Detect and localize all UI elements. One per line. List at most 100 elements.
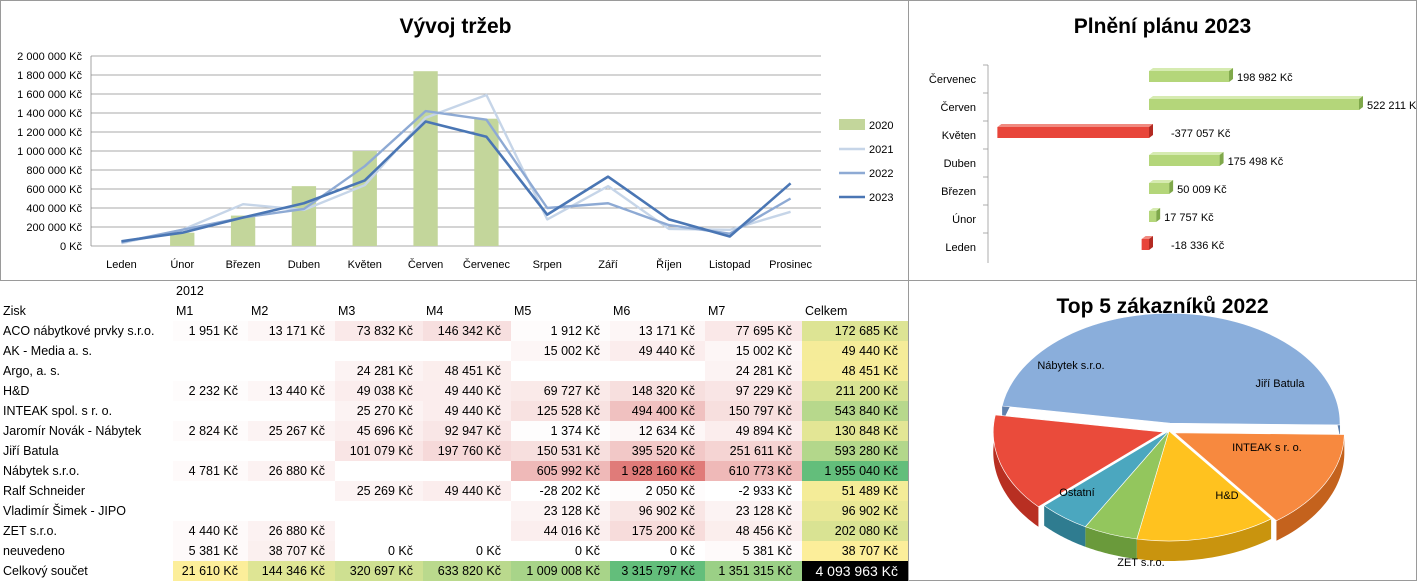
value-cell bbox=[173, 361, 248, 381]
column-header: M6 bbox=[613, 304, 631, 318]
y-tick-label: 2 000 000 Kč bbox=[17, 51, 82, 63]
y-tick-label: 0 Kč bbox=[60, 241, 83, 253]
value-cell bbox=[248, 481, 335, 501]
value-cell: 125 528 Kč bbox=[511, 401, 610, 421]
plan-bar-top bbox=[1149, 96, 1363, 99]
x-tick-label: Listopad bbox=[709, 259, 751, 271]
column-header: M5 bbox=[514, 304, 532, 318]
x-tick-label: Únor bbox=[170, 258, 194, 271]
plan-chart-panel[interactable]: Plnění plánu 2023 Červenec 198 982 Kč Červ… bbox=[908, 0, 1417, 281]
plan-category-label: Leden bbox=[945, 242, 976, 254]
x-tick-label: Prosinec bbox=[769, 259, 812, 271]
grand-total-cell: 4 093 963 Kč bbox=[802, 561, 908, 581]
legend-label: 2023 bbox=[869, 192, 893, 204]
plan-bar bbox=[1141, 239, 1149, 250]
total-cell: 172 685 Kč bbox=[802, 321, 908, 341]
value-cell: 23 128 Kč bbox=[705, 501, 802, 521]
value-cell bbox=[248, 361, 335, 381]
column-header: M7 bbox=[708, 304, 726, 318]
corner-label: Zisk bbox=[3, 304, 26, 318]
column-header: M3 bbox=[338, 304, 356, 318]
value-cell: 96 902 Kč bbox=[610, 501, 705, 521]
value-cell bbox=[335, 341, 423, 361]
plan-category-label: Červenec bbox=[929, 73, 977, 86]
y-tick-label: 1 800 000 Kč bbox=[17, 70, 82, 82]
table-row: Argo, a. s. 24 281 Kč 48 451 Kč 24 281 Kč 48… bbox=[0, 361, 908, 381]
bar-2020 bbox=[474, 118, 499, 246]
value-cell: 2 050 Kč bbox=[610, 481, 705, 501]
value-cell: 175 200 Kč bbox=[610, 521, 705, 541]
row-label: AK - Media a. s. bbox=[3, 344, 92, 358]
plan-category-label: Červen bbox=[941, 101, 976, 114]
value-cell: 150 531 Kč bbox=[511, 441, 610, 461]
total-value-cell: 320 697 Kč bbox=[335, 561, 423, 581]
value-cell bbox=[173, 401, 248, 421]
plan-data-label: 175 498 Kč bbox=[1228, 156, 1284, 168]
pie-label: Nábytek s.r.o. bbox=[1037, 360, 1104, 372]
series-line-2023 bbox=[121, 120, 792, 243]
table-row: Jiří Batula 101 079 Kč 197 760 Kč 150 531 K… bbox=[0, 441, 908, 461]
value-cell bbox=[335, 461, 423, 481]
y-tick-label: 1 600 000 Kč bbox=[17, 89, 82, 101]
value-cell: 38 707 Kč bbox=[248, 541, 335, 561]
total-cell: 51 489 Kč bbox=[802, 481, 908, 501]
value-cell: 48 456 Kč bbox=[705, 521, 802, 541]
y-tick-label: 1 400 000 Kč bbox=[17, 108, 82, 120]
pie-slice bbox=[1173, 432, 1345, 522]
plan-bar bbox=[1149, 71, 1230, 82]
value-cell: 13 171 Kč bbox=[610, 321, 705, 341]
plan-category-label: Únor bbox=[952, 213, 976, 226]
value-cell: 44 016 Kč bbox=[511, 521, 610, 541]
value-cell: 0 Kč bbox=[475, 544, 501, 558]
table-total-row: Celkový součet 21 610 Kč 144 346 Kč 320 697… bbox=[0, 561, 908, 581]
value-cell: 26 880 Kč bbox=[248, 461, 335, 481]
total-value-cell: 144 346 Kč bbox=[248, 561, 335, 581]
table-row: Nábytek s.r.o. 4 781 Kč 26 880 Kč 605 992 K… bbox=[0, 461, 908, 481]
pivot-table: 2012 Zisk M1 M2 M3 M4 M5 M6 M7 Celkem ACO nábytkov… bbox=[0, 281, 908, 581]
legend-label: 2022 bbox=[869, 168, 893, 180]
value-cell bbox=[423, 521, 511, 541]
x-tick-label: Duben bbox=[288, 259, 320, 271]
plan-data-label: 522 211 Kč bbox=[1367, 100, 1416, 112]
x-tick-label: Květen bbox=[348, 259, 382, 271]
y-tick-label: 400 000 Kč bbox=[26, 203, 82, 215]
value-cell: 251 611 Kč bbox=[705, 441, 802, 461]
pie-chart-panel[interactable]: Top 5 zákazníků 2022 Nábytek s.r.o. Jiří … bbox=[908, 280, 1417, 581]
value-cell: 24 281 Kč bbox=[705, 361, 802, 381]
row-label: ACO nábytkové prvky s.r.o. bbox=[3, 324, 155, 338]
sales-chart-title: Vývoj tržeb bbox=[399, 15, 512, 38]
row-label: Vladimír Šimek - JIPO bbox=[3, 504, 126, 518]
sales-chart-panel[interactable]: Vývoj tržeb 0 Kč 200 000 Kč 400 000 Kč 600 … bbox=[0, 0, 909, 281]
row-label: INTEAK spol. s r. o. bbox=[3, 404, 113, 418]
table-row: Jaromír Novák - Nábytek 2 824 Kč 25 267 Kč… bbox=[0, 421, 908, 441]
value-cell: 0 Kč bbox=[669, 544, 695, 558]
value-cell: 2 232 Kč bbox=[173, 381, 248, 401]
x-tick-label: Leden bbox=[106, 259, 137, 271]
value-cell: 48 451 Kč bbox=[423, 361, 511, 381]
value-cell: 1 951 Kč bbox=[173, 321, 248, 341]
value-cell: 25 267 Kč bbox=[248, 421, 335, 441]
value-cell bbox=[511, 361, 610, 381]
bar-2020 bbox=[413, 71, 438, 246]
value-cell: 25 269 Kč bbox=[335, 481, 423, 501]
value-cell: 49 440 Kč bbox=[423, 401, 511, 421]
value-cell: 101 079 Kč bbox=[335, 441, 423, 461]
value-cell: 150 797 Kč bbox=[705, 401, 802, 421]
plan-bar-top bbox=[1149, 152, 1224, 155]
y-tick-label: 200 000 Kč bbox=[26, 222, 82, 234]
value-cell: 97 229 Kč bbox=[705, 381, 802, 401]
row-label: Argo, a. s. bbox=[3, 364, 60, 378]
pie-label: Jiří Batula bbox=[1256, 378, 1306, 390]
value-cell: 197 760 Kč bbox=[423, 441, 511, 461]
legend-label: 2021 bbox=[869, 144, 893, 156]
value-cell bbox=[335, 521, 423, 541]
plan-data-label: -377 057 Kč bbox=[1171, 128, 1231, 140]
plan-bar-side bbox=[1169, 180, 1174, 194]
pie-slice-side bbox=[1136, 518, 1272, 561]
value-cell: 13 171 Kč bbox=[248, 321, 335, 341]
plan-bar-side bbox=[1149, 124, 1153, 138]
table-row: Ralf Schneider 25 269 Kč 49 440 Kč -28 202 … bbox=[0, 481, 908, 501]
value-cell: 25 270 Kč bbox=[335, 401, 423, 421]
row-label: neuvedeno bbox=[3, 544, 65, 558]
pie-label: INTEAK s r. o. bbox=[1232, 442, 1302, 454]
